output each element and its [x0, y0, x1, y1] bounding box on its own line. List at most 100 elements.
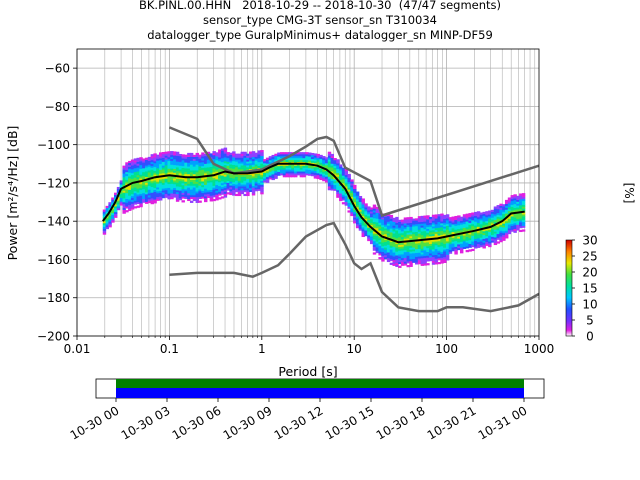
heatmap-cell	[170, 160, 174, 163]
heatmap-cell	[482, 217, 486, 220]
heatmap-cell	[386, 225, 391, 228]
heatmap-cell	[414, 233, 419, 236]
heatmap-cell	[414, 229, 419, 232]
heatmap-cell	[490, 232, 495, 235]
heatmap-cell	[164, 184, 169, 187]
heatmap-cell	[156, 158, 160, 161]
heatmap-cell	[187, 156, 191, 159]
heatmap-cell	[519, 214, 523, 217]
heatmap-cell	[507, 197, 512, 200]
heatmap-cell	[364, 211, 368, 214]
heatmap-cell	[339, 175, 343, 179]
heatmap-cell	[330, 178, 335, 181]
heatmap-cell	[375, 248, 380, 252]
heatmap-cell	[220, 154, 225, 157]
heatmap-cell	[249, 187, 253, 191]
heatmap-cell	[125, 181, 129, 184]
heatmap-cell	[234, 168, 239, 172]
heatmap-cell	[201, 163, 205, 167]
heatmap-cell	[493, 225, 498, 228]
heatmap-cell	[344, 203, 349, 206]
heatmap-cell	[355, 193, 360, 196]
heatmap-cell	[246, 159, 250, 162]
heatmap-cell	[510, 198, 515, 202]
heatmap-cell	[161, 182, 166, 185]
heatmap-cell	[139, 172, 143, 175]
heatmap-cell	[237, 188, 242, 191]
heatmap-cell	[369, 217, 374, 220]
heatmap-cell	[372, 235, 377, 238]
heatmap-cell	[350, 206, 354, 209]
heatmap-cell	[144, 197, 149, 201]
heatmap-cell	[209, 168, 214, 171]
heatmap-cell	[426, 257, 430, 260]
heatmap-cell	[395, 237, 399, 241]
heatmap-cell	[502, 232, 506, 236]
heatmap-cell	[167, 176, 171, 179]
heatmap-cell	[389, 255, 394, 258]
heatmap-cell	[327, 176, 332, 179]
heatmap-cell	[341, 183, 346, 186]
heatmap-cell	[128, 206, 132, 210]
heatmap-cell	[302, 157, 306, 161]
heatmap-cell	[361, 234, 365, 238]
heatmap-cell	[319, 154, 323, 158]
heatmap-cell	[482, 229, 486, 232]
heatmap-cell	[443, 243, 447, 246]
heatmap-cell	[434, 254, 439, 257]
heatmap-cell	[161, 192, 166, 195]
heatmap-cell	[378, 224, 382, 227]
heatmap-cell	[426, 263, 430, 266]
heatmap-cell	[375, 241, 380, 244]
heatmap-cell	[209, 176, 214, 179]
heatmap-cell	[215, 184, 219, 188]
heatmap-cell	[403, 257, 408, 260]
heatmap-cell	[122, 177, 126, 180]
heatmap-cell	[386, 252, 391, 255]
heatmap-cell	[426, 226, 430, 229]
heatmap-cell	[142, 194, 146, 198]
heatmap-cell	[510, 206, 515, 209]
heatmap-cell	[471, 231, 475, 234]
heatmap-cell	[223, 191, 228, 194]
heatmap-cell	[502, 236, 506, 239]
heatmap-cell	[339, 179, 343, 182]
heatmap-cell	[333, 184, 337, 188]
heatmap-cell	[108, 213, 112, 216]
heatmap-cell	[237, 161, 242, 164]
heatmap-cell	[102, 222, 107, 226]
heatmap-cell	[257, 159, 261, 163]
heatmap-cell	[490, 236, 495, 239]
heatmap-cell	[119, 201, 124, 204]
heatmap-cell	[240, 153, 245, 156]
heatmap-cell	[147, 170, 152, 173]
heatmap-cell	[139, 159, 143, 162]
heatmap-cell	[161, 173, 166, 176]
heatmap-cell	[519, 204, 523, 208]
heatmap-cell	[178, 197, 183, 201]
heatmap-cell	[133, 160, 138, 163]
heatmap-cell	[443, 214, 447, 218]
heatmap-cell	[220, 161, 225, 165]
heatmap-cell	[384, 226, 388, 229]
heatmap-cell	[412, 243, 416, 246]
heatmap-cell	[330, 184, 335, 187]
heatmap-cell	[187, 198, 191, 202]
heatmap-cell	[204, 180, 208, 184]
heatmap-cell	[476, 234, 481, 237]
heatmap-cell	[181, 200, 185, 203]
heatmap-cell	[142, 200, 146, 203]
heatmap-cell	[201, 188, 205, 191]
heatmap-cell	[299, 154, 304, 157]
heatmap-cell	[372, 240, 377, 244]
heatmap-cell	[367, 227, 371, 230]
heatmap-cell	[339, 195, 343, 198]
heatmap-cell	[440, 247, 444, 251]
heatmap-cell	[409, 237, 413, 241]
heatmap-cell	[336, 193, 340, 196]
heatmap-cell	[429, 218, 433, 222]
heatmap-cell	[364, 209, 368, 212]
heatmap-cell	[246, 176, 250, 179]
heatmap-cell	[398, 237, 402, 240]
heatmap-cell	[336, 186, 340, 189]
